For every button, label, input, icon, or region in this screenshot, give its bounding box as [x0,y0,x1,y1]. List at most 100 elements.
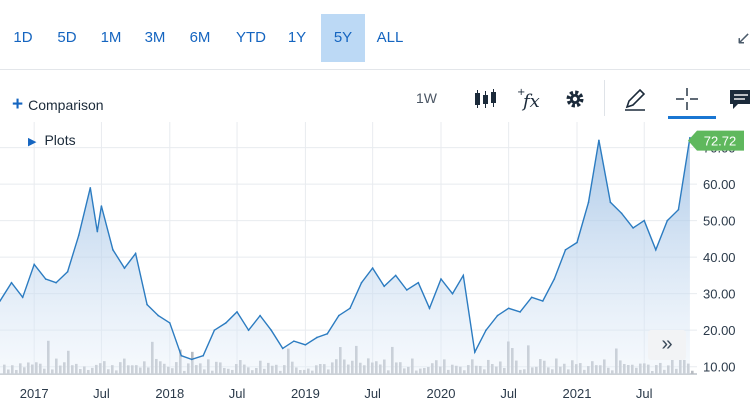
range-button-5y[interactable]: 5Y [321,14,365,62]
price-point [168,322,171,324]
x-tick-label: Jul [229,386,246,401]
price-point [553,278,556,280]
price-point [96,230,99,233]
price-point [157,314,160,317]
price-point [66,270,69,273]
price-point [677,208,680,211]
range-button-1y[interactable]: 1Y [287,29,307,46]
price-point [134,252,137,255]
price-point [564,249,567,251]
collapse-arrow-icon[interactable]: ↙ [736,28,750,48]
price-point [598,139,600,142]
active-tool-indicator [668,116,716,119]
x-tick-label: Jul [93,386,110,401]
plots-toggle[interactable]: ▶ Plots [28,132,76,148]
price-chart-svg: 10.0020.0030.0040.0050.0060.0070.002017J… [0,122,744,401]
price-point [360,281,363,284]
price-point [281,347,284,350]
divider [0,69,750,70]
price-point [21,296,24,299]
range-button-1m[interactable]: 1M [100,29,122,46]
y-tick-label: 30.00 [703,287,736,302]
price-point [326,333,329,335]
candlestick-icon[interactable] [472,86,498,112]
price-point [270,329,273,331]
x-tick-label: 2017 [20,386,49,401]
price-point [507,307,510,310]
price-point [259,314,261,317]
price-point [89,186,92,189]
y-tick-label: 60.00 [703,177,736,192]
price-point [474,351,476,353]
price-area [0,137,690,374]
comment-icon[interactable] [728,86,750,112]
y-tick-label: 50.00 [703,214,736,229]
price-point [632,227,634,229]
price-point [485,329,487,331]
price-point [202,354,205,357]
price-point [587,201,590,204]
plots-label: Plots [44,132,76,148]
scroll-to-latest-button[interactable]: » [648,330,686,360]
price-point [496,314,499,317]
price-point [33,263,35,266]
price-point [77,234,80,237]
price-point [530,296,533,299]
price-point [428,307,431,310]
x-tick-label: 2020 [427,386,456,401]
y-tick-label: 10.00 [703,360,736,375]
comparison-button[interactable]: + Comparison [12,94,104,116]
x-tick-label: 2019 [291,386,320,401]
price-point [146,303,148,306]
price-point [451,292,454,295]
price-point [247,329,250,331]
price-point [225,322,227,324]
interval-selector[interactable]: 1W [416,90,437,106]
price-point [462,274,465,277]
expand-triangle-icon: ▶ [28,136,37,148]
range-button-6m[interactable]: 6M [189,29,211,46]
price-point [0,300,1,302]
price-point [338,314,340,317]
svg-text:+: + [517,87,525,98]
range-button-all[interactable]: ALL [376,29,404,46]
price-point [100,205,103,207]
price-point [316,336,318,339]
volume-bar [691,370,694,374]
svg-text:fx: fx [521,91,540,112]
price-point [394,274,397,277]
price-point [10,281,13,284]
price-point [236,311,238,313]
price-point [213,329,216,331]
last-price-label: 72.72 [704,134,737,149]
price-point [406,289,408,291]
range-button-ytd[interactable]: YTD [236,29,266,46]
price-point [180,354,183,357]
price-point [349,307,351,310]
price-point [666,219,669,222]
chart-toolbar: + Comparison 1W + fx [0,72,750,122]
range-button-3m[interactable]: 3M [144,29,166,46]
range-button-1d[interactable]: 1D [13,29,33,46]
crosshair-icon[interactable] [674,86,700,112]
price-point [542,300,544,302]
chevrons-right-icon: » [661,333,673,355]
price-point [440,278,442,280]
price-point [304,343,307,346]
x-tick-label: Jul [500,386,517,401]
gear-icon[interactable] [562,86,588,112]
x-tick-label: 2021 [563,386,592,401]
range-button-5d[interactable]: 5D [57,29,77,46]
plus-icon: + [12,94,24,115]
price-point [654,249,657,251]
last-price-badge [688,130,744,151]
price-point [576,241,578,244]
function-icon[interactable]: + fx [516,86,542,112]
price-point [55,281,57,284]
price-point [417,281,420,284]
price-point [293,340,295,342]
pencil-icon[interactable] [622,86,648,112]
price-chart[interactable]: 10.0020.0030.0040.0050.0060.0070.002017J… [0,122,750,412]
price-point [190,358,193,361]
price-point [519,311,521,313]
